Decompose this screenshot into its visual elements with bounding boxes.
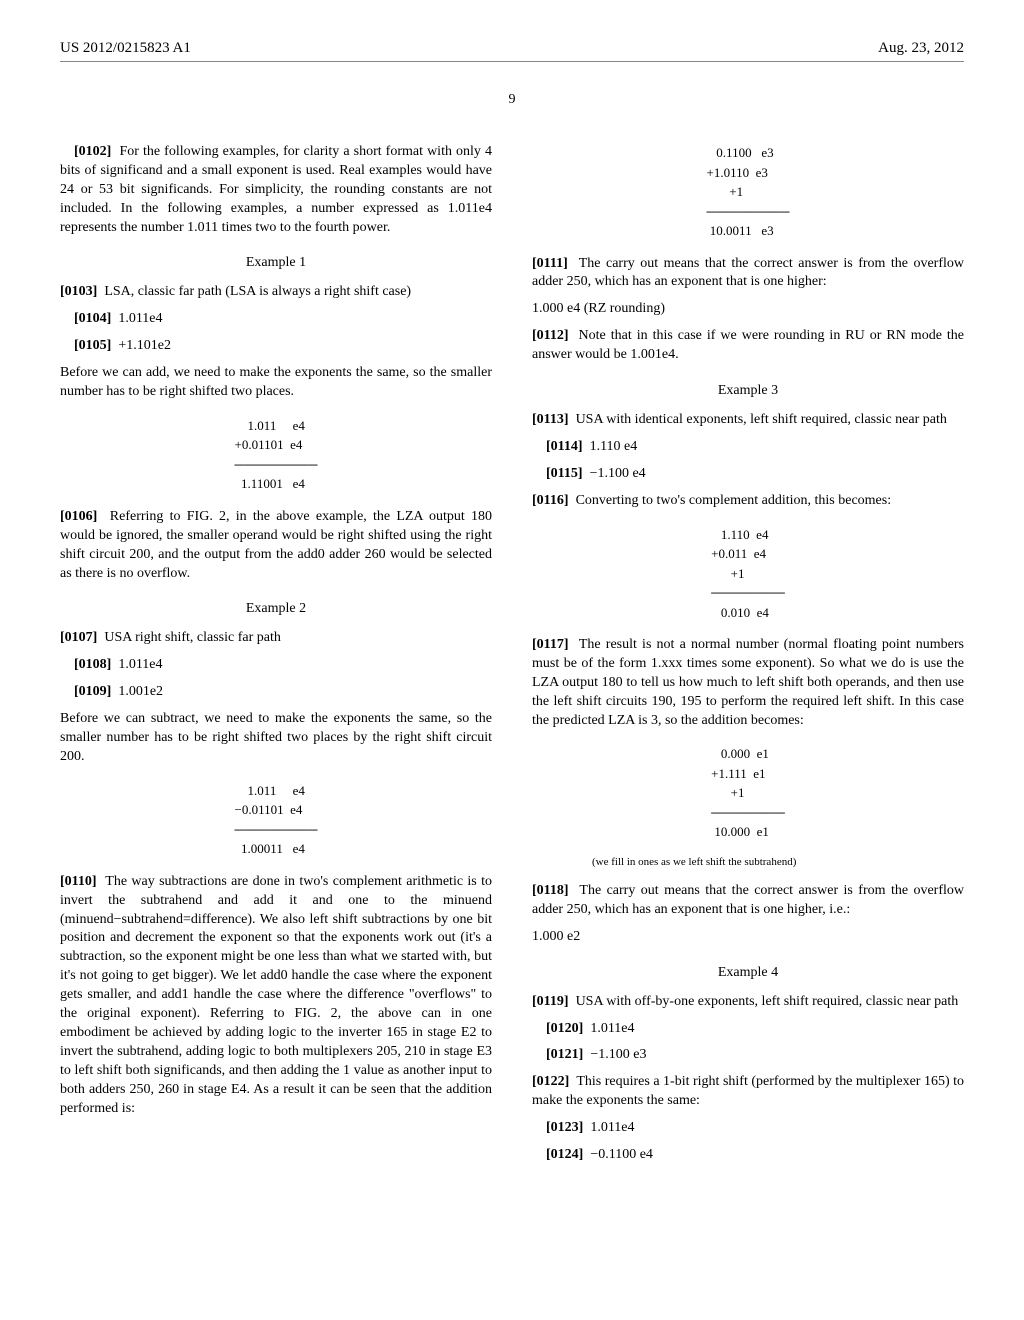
publication-number: US 2012/0215823 A1 xyxy=(60,40,191,57)
para-text: −1.100 e3 xyxy=(590,1047,646,1062)
para-text: Referring to FIG. 2, in the above exampl… xyxy=(60,509,492,581)
para-num: [0119] xyxy=(532,994,569,1009)
para-num: [0116] xyxy=(532,493,569,508)
para-0111: [0111] The carry out means that the corr… xyxy=(532,255,964,293)
calculation-3: 0.1100 e3 +1.0110 e3 +1 ───────── 10.001… xyxy=(707,143,790,241)
para-num: [0111] xyxy=(532,256,568,271)
para-after-0109: Before we can subtract, we need to make … xyxy=(60,710,492,767)
para-0114: [0114] 1.110 e4 xyxy=(532,438,964,457)
para-num: [0122] xyxy=(532,1074,569,1089)
para-0119: [0119] USA with off-by-one exponents, le… xyxy=(532,993,964,1012)
para-num: [0105] xyxy=(74,338,111,353)
para-num: [0115] xyxy=(546,466,583,481)
para-0123: [0123] 1.011e4 xyxy=(532,1119,964,1138)
para-text: Converting to two's complement addition,… xyxy=(576,493,892,508)
para-text: The carry out means that the correct ans… xyxy=(532,883,964,917)
para-0102: [0102] For the following examples, for c… xyxy=(60,143,492,237)
para-text: −0.1100 e4 xyxy=(590,1147,653,1162)
para-text: USA with off-by-one exponents, left shif… xyxy=(576,994,959,1009)
page-header: US 2012/0215823 A1 Aug. 23, 2012 xyxy=(60,40,964,62)
para-num: [0117] xyxy=(532,637,569,652)
para-text: 1.011e4 xyxy=(118,311,162,326)
para-0118-line: 1.000 e2 xyxy=(532,928,964,947)
para-0118: [0118] The carry out means that the corr… xyxy=(532,882,964,920)
para-text: This requires a 1-bit right shift (perfo… xyxy=(532,1074,964,1108)
para-0113: [0113] USA with identical exponents, lef… xyxy=(532,411,964,430)
calculation-5: 0.000 e1 +1.111 e1 +1 ──────── 10.000 e1 xyxy=(711,744,785,842)
para-0122: [0122] This requires a 1-bit right shift… xyxy=(532,1073,964,1111)
para-0112: [0112] Note that in this case if we were… xyxy=(532,327,964,365)
publication-date: Aug. 23, 2012 xyxy=(878,40,964,57)
para-num: [0108] xyxy=(74,657,111,672)
para-after-0105: Before we can add, we need to make the e… xyxy=(60,364,492,402)
para-text: 1.001e2 xyxy=(118,684,163,699)
para-text: Note that in this case if we were roundi… xyxy=(532,328,964,362)
para-text: 1.110 e4 xyxy=(590,439,638,454)
para-0109: [0109] 1.001e2 xyxy=(60,683,492,702)
para-num: [0109] xyxy=(74,684,111,699)
para-0116: [0116] Converting to two's complement ad… xyxy=(532,492,964,511)
para-num: [0120] xyxy=(546,1021,583,1036)
para-0115: [0115] −1.100 e4 xyxy=(532,465,964,484)
para-num: [0124] xyxy=(546,1147,583,1162)
para-text: USA right shift, classic far path xyxy=(104,630,281,645)
para-text: −1.100 e4 xyxy=(590,466,646,481)
para-num: [0110] xyxy=(60,874,97,889)
para-num: [0112] xyxy=(532,328,569,343)
para-num: [0104] xyxy=(74,311,111,326)
para-0117: [0117] The result is not a normal number… xyxy=(532,636,964,730)
para-text: The carry out means that the correct ans… xyxy=(532,256,964,290)
para-0105: [0105] +1.101e2 xyxy=(60,337,492,356)
para-0120: [0120] 1.011e4 xyxy=(532,1020,964,1039)
para-0108: [0108] 1.011e4 xyxy=(60,656,492,675)
para-num: [0103] xyxy=(60,284,97,299)
example-1-heading: Example 1 xyxy=(60,255,492,271)
para-text: LSA, classic far path (LSA is always a r… xyxy=(104,284,411,299)
para-num: [0102] xyxy=(74,144,111,159)
para-0124: [0124] −0.1100 e4 xyxy=(532,1146,964,1165)
para-text: For the following examples, for clarity … xyxy=(60,144,492,235)
page-number: 9 xyxy=(60,92,964,108)
para-num: [0114] xyxy=(546,439,583,454)
calculation-1: 1.011 e4 +0.01101 e4 ───────── 1.11001 e… xyxy=(235,416,318,494)
para-0121: [0121] −1.100 e3 xyxy=(532,1046,964,1065)
para-0103: [0103] LSA, classic far path (LSA is alw… xyxy=(60,283,492,302)
para-text: 1.011e4 xyxy=(118,657,162,672)
para-text: 1.011e4 xyxy=(590,1021,634,1036)
para-text: USA with identical exponents, left shift… xyxy=(576,412,947,427)
example-4-heading: Example 4 xyxy=(532,965,964,981)
para-text: The result is not a normal number (norma… xyxy=(532,637,964,728)
para-num: [0123] xyxy=(546,1120,583,1135)
example-3-heading: Example 3 xyxy=(532,383,964,399)
para-0110: [0110] The way subtractions are done in … xyxy=(60,873,492,1119)
calculation-5-note: (we fill in ones as we left shift the su… xyxy=(592,856,964,868)
para-0111-line: 1.000 e4 (RZ rounding) xyxy=(532,300,964,319)
calculation-4: 1.110 e4 +0.011 e4 +1 ──────── 0.010 e4 xyxy=(711,525,785,623)
para-num: [0118] xyxy=(532,883,569,898)
para-text: 1.011e4 xyxy=(590,1120,634,1135)
example-2-heading: Example 2 xyxy=(60,601,492,617)
para-0107: [0107] USA right shift, classic far path xyxy=(60,629,492,648)
para-num: [0121] xyxy=(546,1047,583,1062)
para-text: +1.101e2 xyxy=(118,338,171,353)
para-num: [0113] xyxy=(532,412,569,427)
body-columns: [0102] For the following examples, for c… xyxy=(60,143,964,1165)
para-num: [0107] xyxy=(60,630,97,645)
calculation-2: 1.011 e4 −0.01101 e4 ───────── 1.00011 e… xyxy=(235,781,318,859)
para-num: [0106] xyxy=(60,509,97,524)
para-0104: [0104] 1.011e4 xyxy=(60,310,492,329)
para-0106: [0106] Referring to FIG. 2, in the above… xyxy=(60,508,492,584)
para-text: The way subtractions are done in two's c… xyxy=(60,874,492,1116)
